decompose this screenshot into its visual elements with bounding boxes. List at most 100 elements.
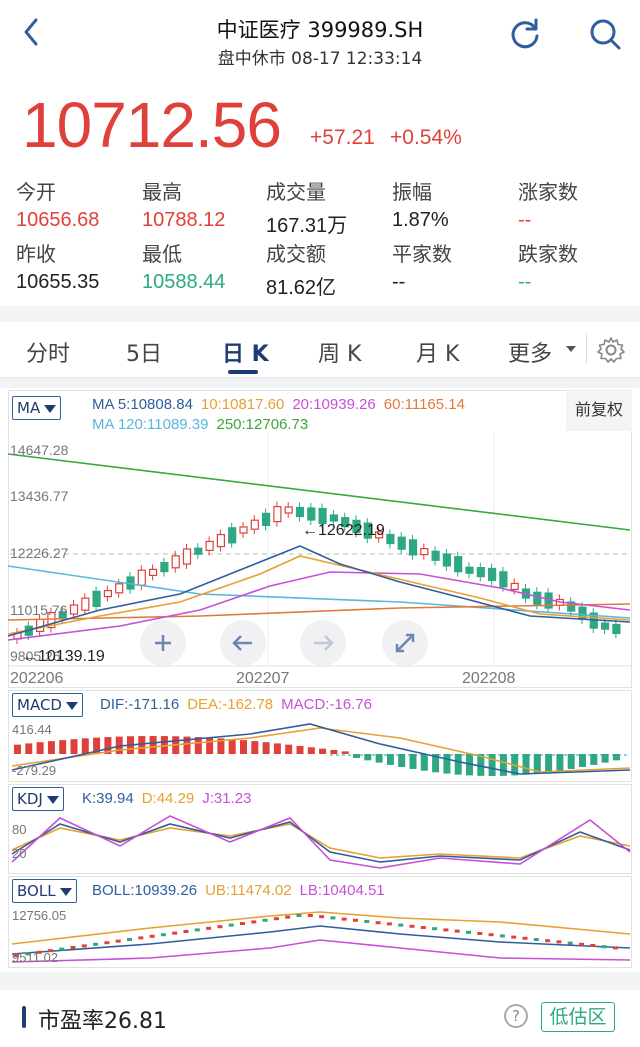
tab-2[interactable]: 日 K <box>222 342 269 367</box>
dif-line <box>11 723 631 775</box>
header: 中证医疗 399989.SH 盘中休市 08-17 12:33:14 <box>0 0 640 78</box>
legend-item: J:31.23 <box>202 790 252 807</box>
adjust-button[interactable]: 前复权 <box>566 389 632 431</box>
boll-price-mark <box>533 938 539 941</box>
macd-bar <box>533 754 541 774</box>
tab-3[interactable]: 周 K <box>318 342 362 367</box>
zoom-in-button[interactable] <box>140 620 186 666</box>
candle <box>375 531 384 539</box>
boll-price-mark <box>567 941 573 945</box>
ma-legend-row2: MA 120:11089.39 250:12706.73 <box>92 416 316 433</box>
macd-bar <box>240 740 247 754</box>
scroll-right-button[interactable] <box>300 620 346 666</box>
stat-item: 最高 10788.12 <box>142 176 262 232</box>
candle <box>239 526 248 534</box>
kdj-panel[interactable] <box>8 784 632 874</box>
macd-bar <box>93 737 101 754</box>
macd-bar <box>81 738 89 754</box>
stat-value: 1.87% <box>392 209 449 231</box>
boll-price-mark <box>273 917 279 921</box>
boll-panel[interactable] <box>8 876 632 968</box>
kline-y-label: 12226.27 <box>10 545 69 561</box>
boll-y-top: 12756.05 <box>12 908 67 923</box>
legend-item: LB:10404.51 <box>299 882 385 899</box>
settings-icon[interactable] <box>597 336 625 364</box>
boll-y-bottom: 9511.02 <box>12 950 59 965</box>
macd-bar <box>59 740 67 754</box>
macd-bar <box>285 744 293 754</box>
candle <box>228 527 237 544</box>
kline-y-label: 11015.76 <box>10 602 68 618</box>
boll-legend: BOLL:10939.26 UB:11474.02 LB:10404.51 <box>92 882 393 899</box>
boll-price-mark <box>194 928 200 932</box>
tab-0[interactable]: 分时 <box>26 342 71 367</box>
ma5-line <box>7 545 631 637</box>
macd-bar <box>579 754 586 767</box>
candle <box>273 505 282 523</box>
x-axis-label: 202206 <box>10 670 64 687</box>
candle <box>363 522 372 539</box>
boll-price-mark <box>104 941 110 945</box>
macd-bar <box>556 754 564 771</box>
macd-panel[interactable] <box>8 690 632 782</box>
stat-item: 成交额 81.62亿 <box>266 238 386 300</box>
back-icon[interactable] <box>18 14 48 50</box>
legend-item: 60:11165.14 <box>383 396 465 413</box>
macd-bar <box>386 754 394 765</box>
legend-item: MA 120:11089.39 <box>92 416 209 433</box>
candle <box>465 566 474 574</box>
ma60-line <box>7 603 631 621</box>
macd-bar <box>545 754 553 773</box>
macd-indicator-dropdown[interactable]: MACD <box>12 693 83 717</box>
scroll-left-button[interactable] <box>220 620 266 666</box>
macd-bar <box>432 754 440 773</box>
boll-price-mark <box>488 933 494 937</box>
stat-value: 10656.68 <box>16 209 100 231</box>
macd-bar <box>160 736 168 754</box>
kline-panel[interactable] <box>8 390 632 688</box>
candle <box>476 567 485 578</box>
macd-bar <box>454 754 462 775</box>
stat-label: 最低 <box>142 242 182 266</box>
candle <box>171 555 180 569</box>
candle <box>442 553 451 567</box>
candle <box>386 533 395 545</box>
tab-5[interactable]: 更多 <box>508 342 553 367</box>
macd-bar <box>36 742 44 754</box>
candle <box>352 519 361 533</box>
candle <box>182 548 192 565</box>
candle <box>567 601 576 612</box>
fullscreen-button[interactable] <box>382 620 428 666</box>
ma-indicator-dropdown[interactable]: MA <box>12 396 62 420</box>
macd-bar <box>477 754 485 776</box>
help-icon[interactable]: ? <box>504 1004 528 1028</box>
legend-item: MACD:-16.76 <box>281 696 372 713</box>
candle <box>307 507 316 521</box>
valuation-zone-badge[interactable]: 低估区 <box>541 1002 615 1032</box>
stat-item: 平家数 -- <box>392 238 512 294</box>
boll-indicator-dropdown[interactable]: BOLL <box>12 879 77 903</box>
macd-bar <box>499 754 507 776</box>
macd-bar <box>194 737 202 754</box>
chart-area: 前复权 MA MA 5:10808.84 10:10817.60 20:10939.… <box>0 388 640 972</box>
legend-item: D:44.29 <box>141 790 195 807</box>
boll-price-mark <box>240 922 245 925</box>
macd-bar <box>307 747 315 754</box>
price-change: +57.21 <box>310 126 375 149</box>
macd-bar <box>341 751 349 754</box>
tab-4[interactable]: 月 K <box>416 342 460 367</box>
tab-1[interactable]: 5日 <box>126 342 162 367</box>
macd-y-top: 416.44 <box>12 722 52 737</box>
kline-y-label: 9805.26 <box>10 648 61 664</box>
refresh-icon[interactable] <box>508 17 542 51</box>
current-price: 10712.56 <box>22 89 282 161</box>
candle <box>499 571 508 588</box>
boll-price-mark <box>330 916 336 920</box>
kdj-indicator-dropdown[interactable]: KDJ <box>12 787 64 811</box>
legend-item: 10:10817.60 <box>200 396 285 413</box>
boll-price-mark <box>149 934 155 938</box>
boll-indicator-label: BOLL <box>17 882 56 900</box>
legend-item: UB:11474.02 <box>205 882 292 899</box>
search-icon[interactable] <box>588 17 622 51</box>
boll-price-mark <box>612 946 618 950</box>
